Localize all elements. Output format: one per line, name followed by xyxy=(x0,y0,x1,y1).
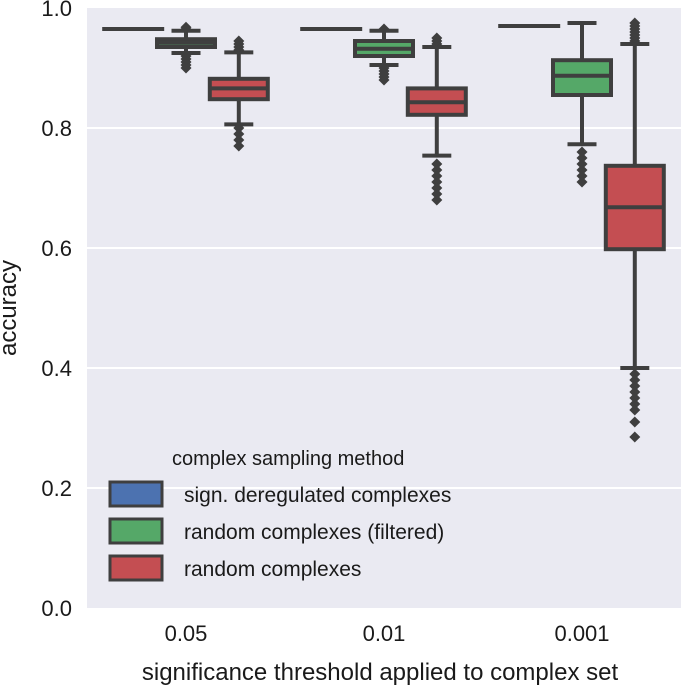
legend-swatch xyxy=(110,519,162,543)
y-tick-label: 0.4 xyxy=(41,356,72,381)
legend-label: random complexes xyxy=(184,558,361,581)
x-axis-ticks: 0.05 0.01 0.001 xyxy=(165,621,610,646)
y-axis-ticks: 0.0 0.2 0.4 0.6 0.8 1.0 xyxy=(41,0,72,621)
x-axis-label: significance threshold applied to comple… xyxy=(142,659,619,686)
plot-area-background xyxy=(87,8,681,608)
x-tick-label: 0.01 xyxy=(363,621,406,646)
y-tick-label: 1.0 xyxy=(41,0,72,21)
y-tick-label: 0.6 xyxy=(41,236,72,261)
y-axis-label: accuracy xyxy=(0,260,22,356)
legend-label: random complexes (filtered) xyxy=(184,521,444,544)
x-tick-label: 0.001 xyxy=(554,621,609,646)
y-tick-label: 0.8 xyxy=(41,116,72,141)
x-tick-label: 0.05 xyxy=(165,621,208,646)
legend-label: sign. deregulated complexes xyxy=(184,484,451,507)
y-tick-label: 0.2 xyxy=(41,476,72,501)
legend-title: complex sampling method xyxy=(172,448,404,470)
legend-swatch xyxy=(110,556,162,580)
legend-swatch xyxy=(110,482,162,506)
y-tick-label: 0.0 xyxy=(41,596,72,621)
